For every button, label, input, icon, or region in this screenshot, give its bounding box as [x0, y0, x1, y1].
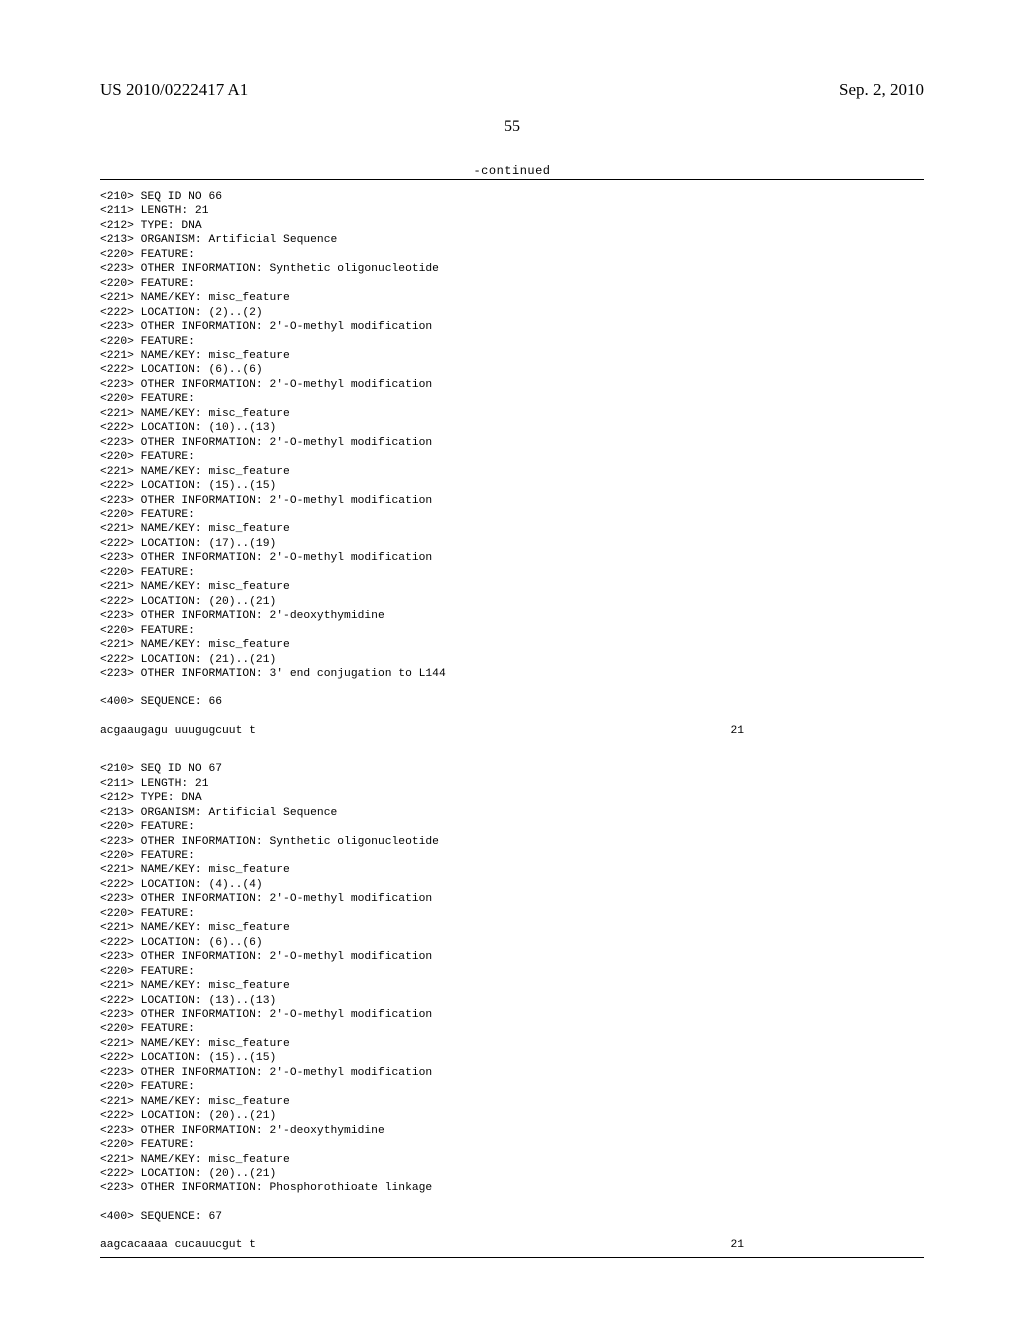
seq-tag-66: <400> SEQUENCE: 66 — [100, 695, 924, 709]
seq-67-length: 21 — [730, 1238, 924, 1252]
seq-66-sequence: acgaaugagu uuugugcuut t — [100, 724, 256, 738]
bottom-rule — [100, 1257, 924, 1258]
seq-block-67: <210> SEQ ID NO 67 <211> LENGTH: 21 <212… — [100, 762, 924, 1196]
seq-66-length: 21 — [730, 724, 924, 738]
publication-number: US 2010/0222417 A1 — [100, 80, 248, 100]
publication-date: Sep. 2, 2010 — [839, 80, 924, 100]
seq-tag-67: <400> SEQUENCE: 67 — [100, 1210, 924, 1224]
seq-block-66: <210> SEQ ID NO 66 <211> LENGTH: 21 <212… — [100, 190, 924, 681]
page-number: 55 — [100, 118, 924, 136]
top-rule — [100, 179, 924, 180]
seq-67-sequence-line: aagcacaaaa cucauucgut t 21 — [100, 1238, 924, 1252]
seq-66-sequence-line: acgaaugagu uuugugcuut t 21 — [100, 724, 924, 738]
continued-label: -continued — [100, 164, 924, 178]
seq-67-sequence: aagcacaaaa cucauucgut t — [100, 1238, 256, 1252]
patent-page: US 2010/0222417 A1 Sep. 2, 2010 55 -cont… — [0, 0, 1024, 1320]
page-header: US 2010/0222417 A1 Sep. 2, 2010 — [100, 80, 924, 100]
